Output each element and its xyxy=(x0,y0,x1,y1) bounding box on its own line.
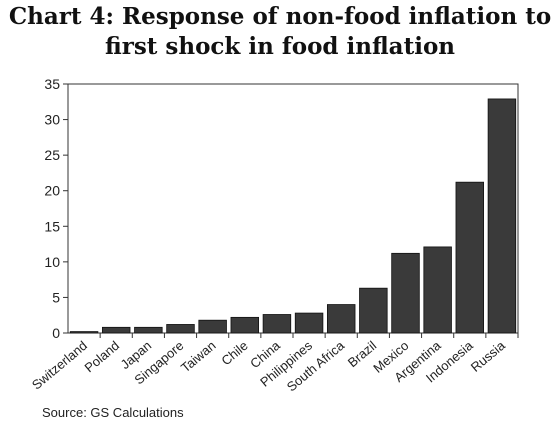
bar-south-africa xyxy=(326,304,356,334)
bar-taiwan xyxy=(198,319,227,334)
x-category-label: Russia xyxy=(468,337,509,375)
source-note: Source: GS Calculations xyxy=(42,405,184,420)
bar-singapore xyxy=(166,324,195,334)
y-tick-label: 15 xyxy=(44,218,60,234)
y-tick-label: 20 xyxy=(44,183,60,199)
bar-philippines xyxy=(294,312,324,334)
bar-indonesia xyxy=(455,181,485,334)
x-category-label: Taiwan xyxy=(178,338,219,376)
chart-title-line-1: Chart 4: Response of non-food inflation … xyxy=(8,3,552,30)
bar-brazil xyxy=(359,287,388,334)
y-tick-label: 35 xyxy=(44,76,60,92)
bar-poland xyxy=(101,326,131,334)
bar-japan xyxy=(134,326,163,334)
bar-russia xyxy=(487,98,517,334)
bar-switzerland xyxy=(69,331,99,334)
y-tick-label: 5 xyxy=(52,289,60,305)
x-category-label: Switzerland xyxy=(29,338,90,393)
x-category-label: Poland xyxy=(81,338,122,376)
y-tick-label: 30 xyxy=(44,112,60,128)
chart-title-line-2: first shock in food inflation xyxy=(104,33,456,60)
y-tick-label: 0 xyxy=(52,325,60,341)
bar-china xyxy=(262,314,292,334)
bar-mexico xyxy=(391,252,420,334)
bar-chile xyxy=(230,316,260,334)
y-tick-label: 10 xyxy=(44,254,60,270)
y-tick-label: 25 xyxy=(44,147,60,163)
bar-argentina xyxy=(423,246,452,334)
chart-title: Chart 4: Response of non-food inflation … xyxy=(0,2,560,62)
x-category-label: Chile xyxy=(218,338,250,369)
